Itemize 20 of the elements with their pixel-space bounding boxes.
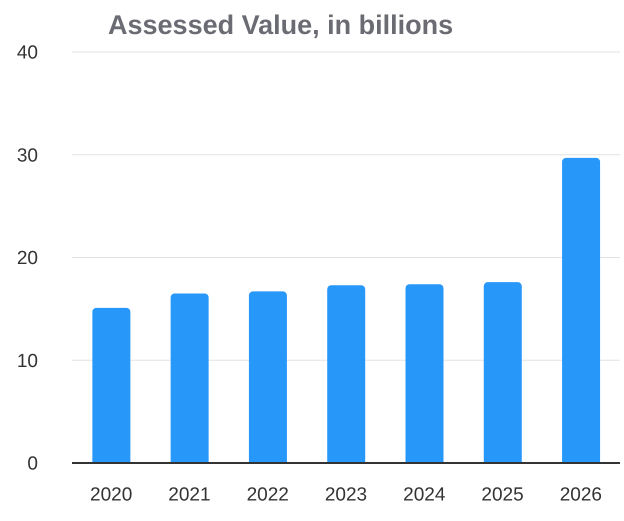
bar <box>92 308 130 463</box>
bar <box>248 291 287 463</box>
bar <box>405 284 444 463</box>
x-tick-label: 2021 <box>168 484 211 506</box>
y-tick-label: 10 <box>16 350 38 372</box>
x-tick-label: 2022 <box>246 484 289 506</box>
bar <box>170 293 209 463</box>
chart-title: Assessed Value, in billions <box>108 10 454 41</box>
bar <box>562 158 600 463</box>
y-tick-label: 20 <box>16 248 38 270</box>
y-tick-label: 0 <box>27 454 38 475</box>
x-tick-label: 2024 <box>403 484 446 506</box>
y-tick-label: 30 <box>16 145 38 166</box>
y-tick-label: 40 <box>16 42 38 64</box>
bar <box>327 285 366 463</box>
x-tick-label: 2026 <box>560 484 602 506</box>
x-tick-label: 2020 <box>90 484 132 506</box>
x-tick-label: 2023 <box>324 484 368 506</box>
x-tick-label: 2025 <box>481 484 524 506</box>
bar <box>484 282 522 463</box>
